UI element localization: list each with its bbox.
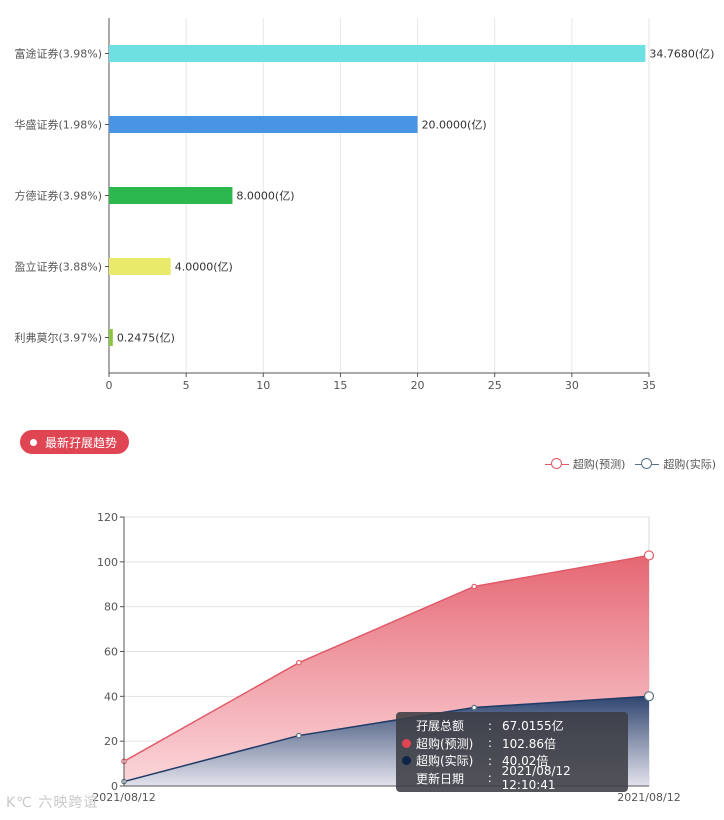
bar-category-label: 利弗莫尔(3.97%) bbox=[14, 331, 102, 345]
bar-value-label: 34.7680(亿) bbox=[649, 48, 714, 61]
tooltip-row-total: 孖展总额 : 67.0155亿 bbox=[416, 718, 564, 734]
area-y-tick-label: 80 bbox=[104, 601, 118, 614]
tooltip-row-actual: 超购(实际) : 40.02倍 bbox=[396, 752, 628, 770]
area-data-point[interactable] bbox=[471, 583, 477, 590]
tooltip-forecast-dot-icon bbox=[402, 738, 411, 748]
legend-actual-marker-icon bbox=[635, 458, 660, 470]
area-y-tick-label: 20 bbox=[104, 735, 118, 748]
tooltip-row-forecast: 超购(预测) : 102.86倍 bbox=[396, 735, 628, 753]
tooltip-actual-dot-icon bbox=[402, 756, 411, 766]
bar[interactable] bbox=[109, 258, 171, 275]
legend-item-actual[interactable]: 超购(实际) bbox=[635, 456, 716, 472]
area-data-point[interactable] bbox=[643, 550, 655, 561]
tooltip-row-updated: 更新日期 : 2021/08/12 12:10:41 bbox=[416, 764, 571, 793]
margin-amount-bar-chart: 0 5 10 15 20 25 30 35 富途证券(3.98%) 34.7680(亿) 华盛证券… bbox=[14, 18, 714, 392]
bar[interactable] bbox=[109, 187, 233, 204]
area-data-point[interactable] bbox=[471, 704, 477, 711]
section-title: 最新孖展趋势 bbox=[45, 435, 118, 450]
area-y-tick-label: 120 bbox=[97, 511, 118, 524]
section-title-badge: 最新孖展趋势 bbox=[20, 430, 130, 454]
bar-x-tick-label: 10 bbox=[256, 379, 270, 392]
area-y-tick-label: 100 bbox=[97, 556, 118, 569]
bar-x-tick-label: 15 bbox=[333, 379, 347, 392]
bar-category-label: 华盛证券(1.98%) bbox=[14, 118, 102, 132]
legend-actual-label: 超购(实际) bbox=[663, 458, 716, 471]
area-data-point[interactable] bbox=[296, 732, 302, 739]
bar[interactable] bbox=[109, 45, 646, 62]
area-x-tick-label: 2021/08/12 bbox=[617, 791, 680, 804]
bar-x-tick-label: 30 bbox=[565, 379, 579, 392]
area-x-tick-label: 2021/08/12 bbox=[92, 791, 155, 804]
bar[interactable] bbox=[109, 116, 418, 133]
area-line-series bbox=[123, 554, 650, 762]
bar-category-label: 盈立证券(3.88%) bbox=[14, 260, 102, 274]
area-y-tick-label: 40 bbox=[104, 690, 118, 703]
bar-value-label: 20.0000(亿) bbox=[422, 119, 487, 132]
legend-forecast-marker-icon bbox=[544, 458, 569, 470]
area-data-point[interactable] bbox=[643, 691, 655, 702]
area-chart-legend[interactable]: 超购(预测) 超购(实际) bbox=[544, 456, 716, 472]
bar-category-label: 富途证券(3.98%) bbox=[14, 47, 102, 61]
bar-x-tick-label: 0 bbox=[106, 379, 113, 392]
area-y-tick-label: 0 bbox=[111, 780, 118, 793]
bar-category-label: 方德证券(3.98%) bbox=[14, 189, 102, 203]
chart-tooltip: 孖展总额 : 67.0155亿 超购(预测) : 102.86倍 超购(实际) … bbox=[396, 712, 628, 792]
bar-x-tick-label: 20 bbox=[411, 379, 425, 392]
bar-value-label: 8.0000(亿) bbox=[236, 190, 294, 203]
legend-item-forecast[interactable]: 超购(预测) bbox=[544, 456, 626, 472]
bar-x-tick-label: 35 bbox=[642, 379, 656, 392]
legend-forecast-label: 超购(预测) bbox=[572, 458, 626, 471]
badge-dot-icon bbox=[30, 438, 37, 446]
watermark-logo: K℃ 六映跨谊 bbox=[6, 795, 99, 811]
area-line-series bbox=[123, 695, 650, 783]
bar-x-tick-label: 5 bbox=[183, 379, 190, 392]
bar-x-tick-label: 25 bbox=[488, 379, 502, 392]
area-y-tick-label: 60 bbox=[104, 646, 118, 659]
bar-value-label: 0.2475(亿) bbox=[117, 332, 175, 345]
bar[interactable] bbox=[109, 329, 113, 346]
area-data-point[interactable] bbox=[296, 659, 302, 666]
bar-value-label: 4.0000(亿) bbox=[175, 261, 233, 274]
